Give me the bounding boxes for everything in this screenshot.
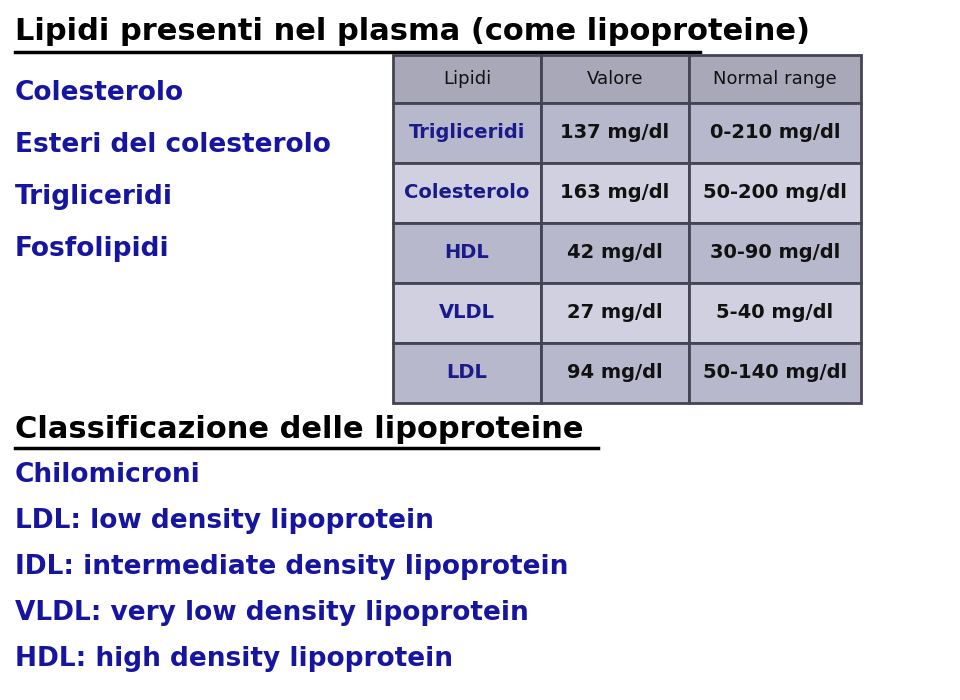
Bar	[393, 223, 541, 283]
Bar	[393, 343, 541, 403]
Text: 50-140 mg/dl: 50-140 mg/dl	[703, 363, 847, 382]
Text: Lipidi presenti nel plasma (come lipoproteine): Lipidi presenti nel plasma (come lipopro…	[15, 17, 810, 46]
Bar	[541, 55, 689, 103]
Text: 5-40 mg/dl: 5-40 mg/dl	[716, 304, 833, 323]
Bar	[541, 343, 689, 403]
Bar	[393, 163, 541, 223]
Text: 0-210 mg/dl: 0-210 mg/dl	[709, 123, 840, 143]
Text: Valore: Valore	[587, 70, 643, 88]
Text: 137 mg/dl: 137 mg/dl	[561, 123, 669, 143]
Text: Trigliceridi: Trigliceridi	[409, 123, 525, 143]
Text: Trigliceridi: Trigliceridi	[15, 184, 173, 210]
Bar	[393, 283, 541, 343]
Text: Lipidi: Lipidi	[443, 70, 492, 88]
Text: 94 mg/dl: 94 mg/dl	[567, 363, 662, 382]
Text: 42 mg/dl: 42 mg/dl	[567, 244, 662, 262]
Text: Colesterolo: Colesterolo	[15, 80, 184, 106]
Text: Normal range: Normal range	[713, 70, 837, 88]
Text: Classificazione delle lipoproteine: Classificazione delle lipoproteine	[15, 415, 584, 444]
Text: Esteri del colesterolo: Esteri del colesterolo	[15, 132, 331, 158]
Bar	[689, 55, 861, 103]
Bar	[689, 163, 861, 223]
Text: 30-90 mg/dl: 30-90 mg/dl	[709, 244, 840, 262]
Text: Chilomicroni: Chilomicroni	[15, 462, 201, 488]
Text: LDL: LDL	[446, 363, 488, 382]
Bar	[689, 103, 861, 163]
Text: 50-200 mg/dl: 50-200 mg/dl	[703, 183, 847, 202]
Bar	[689, 283, 861, 343]
Text: VLDL: VLDL	[439, 304, 495, 323]
Text: 163 mg/dl: 163 mg/dl	[561, 183, 670, 202]
Bar	[689, 223, 861, 283]
Bar	[393, 55, 541, 103]
Text: IDL: intermediate density lipoprotein: IDL: intermediate density lipoprotein	[15, 554, 568, 580]
Bar	[541, 223, 689, 283]
Bar	[541, 103, 689, 163]
Text: LDL: low density lipoprotein: LDL: low density lipoprotein	[15, 508, 434, 534]
Bar	[541, 283, 689, 343]
Text: HDL: HDL	[444, 244, 490, 262]
Text: VLDL: very low density lipoprotein: VLDL: very low density lipoprotein	[15, 600, 529, 626]
Bar	[689, 343, 861, 403]
Text: Colesterolo: Colesterolo	[404, 183, 530, 202]
Text: 27 mg/dl: 27 mg/dl	[567, 304, 662, 323]
Bar	[541, 163, 689, 223]
Bar	[393, 103, 541, 163]
Text: Fosfolipidi: Fosfolipidi	[15, 236, 170, 262]
Text: HDL: high density lipoprotein: HDL: high density lipoprotein	[15, 646, 453, 672]
